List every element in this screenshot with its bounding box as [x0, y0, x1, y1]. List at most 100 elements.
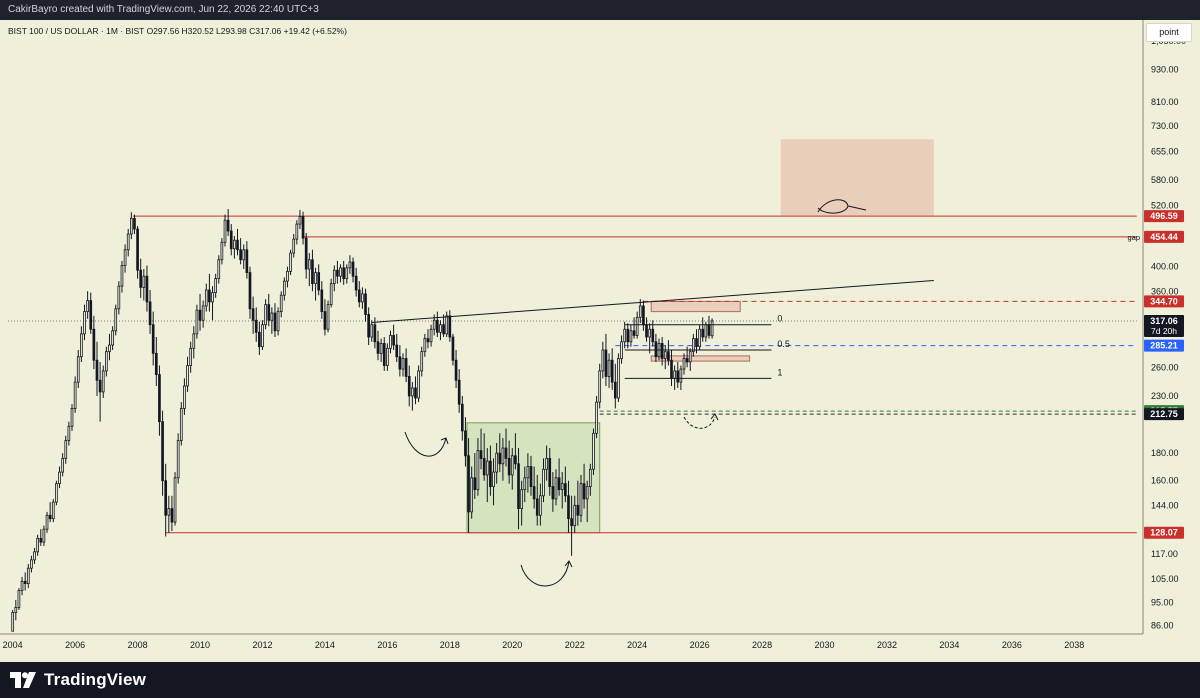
y-tick-label: 580.00 [1151, 175, 1179, 185]
candle-body [632, 330, 636, 336]
scale-mode-button[interactable]: point [1146, 23, 1192, 42]
candle [539, 483, 542, 526]
candle [623, 321, 627, 349]
candle [307, 253, 311, 287]
candle-body [467, 455, 470, 513]
candle-body [145, 275, 149, 303]
candle [20, 576, 24, 596]
candle-body [14, 607, 18, 613]
candle [242, 244, 246, 270]
candle-body [470, 477, 474, 513]
curve-arrow [520, 560, 570, 587]
candle-body [311, 259, 314, 285]
x-tick-label: 2018 [440, 640, 460, 650]
candle-body [179, 408, 183, 441]
candle [217, 255, 221, 284]
candle-body [379, 343, 383, 354]
candle-body [667, 351, 670, 361]
candle [517, 448, 520, 530]
candle [564, 466, 567, 503]
candle [351, 257, 355, 283]
author-bar: CakirBayro created with TradingView.com,… [0, 0, 1200, 20]
candle-body [323, 311, 327, 330]
candle-body [239, 249, 242, 261]
chart-svg[interactable]: 00.51 1,050.00930.00810.00730.00655.0058… [0, 20, 1200, 662]
candle-body [613, 381, 617, 399]
candle [417, 365, 420, 403]
candle-body [183, 385, 186, 409]
axis-layer: 1,050.00930.00810.00730.00655.00580.0052… [0, 20, 1186, 650]
candle [295, 220, 299, 245]
footer-bar: TradingView [0, 662, 1200, 698]
candle [264, 299, 267, 330]
candle [39, 529, 43, 546]
candle-body [361, 293, 364, 303]
candle-body [517, 463, 520, 509]
candle-body [48, 514, 52, 520]
candle [507, 440, 511, 484]
candle-body [192, 333, 196, 349]
candle-body [389, 335, 392, 349]
candle-body [264, 304, 267, 326]
candle [170, 495, 174, 531]
candle-body [464, 430, 467, 457]
candle-body [95, 359, 99, 381]
candle [83, 304, 86, 341]
candle [339, 264, 342, 283]
candle-body [576, 504, 580, 516]
candle-body [439, 324, 442, 333]
candle-body [64, 440, 68, 459]
candle-body [123, 249, 127, 266]
candle-body [620, 341, 623, 359]
candle-body [139, 269, 143, 288]
candle [364, 288, 367, 322]
candle-body [11, 612, 15, 632]
candle-body [261, 324, 264, 348]
candle [629, 324, 633, 347]
candle-body [564, 483, 567, 497]
candle-body [701, 328, 705, 338]
candle [607, 353, 611, 388]
candle-body [251, 308, 255, 321]
candle [139, 258, 143, 298]
trendline [371, 280, 934, 323]
candle [276, 307, 280, 336]
candle-body [582, 483, 586, 500]
candle-body [67, 425, 71, 441]
candle-body [645, 324, 648, 338]
y-tick-label: 144.00 [1151, 500, 1179, 510]
candle-body [317, 272, 321, 291]
candle [523, 466, 527, 503]
candle [426, 329, 430, 349]
candle [382, 337, 386, 371]
candle [613, 363, 617, 409]
candle-body [298, 216, 302, 225]
candle-body [526, 466, 530, 479]
candle-body [382, 343, 386, 366]
candle [654, 333, 658, 362]
candle-body [198, 309, 202, 321]
price-label-text: 285.21 [1150, 341, 1178, 351]
candle-body [567, 495, 570, 520]
candle-body [523, 477, 527, 491]
candle [392, 324, 395, 350]
candle-body [585, 486, 589, 500]
candle-body [426, 338, 430, 343]
candle [576, 480, 580, 526]
candle-body [710, 320, 714, 337]
chart-area[interactable]: 00.51 1,050.00930.00810.00730.00655.0058… [0, 20, 1200, 662]
candle-body [435, 319, 439, 333]
candle-body [242, 249, 246, 261]
candle-body [73, 381, 77, 409]
candle-body [345, 267, 349, 280]
price-label-text: 496.59 [1150, 211, 1178, 221]
candle-body [76, 356, 80, 383]
candle [429, 324, 433, 347]
candle [411, 382, 414, 411]
tradingview-logo[interactable]: TradingView [10, 669, 146, 691]
candle [439, 320, 442, 341]
candle-body [111, 330, 114, 346]
candle [407, 365, 411, 407]
drawings-layer: 00.51 [371, 199, 934, 587]
candle-body [451, 336, 455, 361]
